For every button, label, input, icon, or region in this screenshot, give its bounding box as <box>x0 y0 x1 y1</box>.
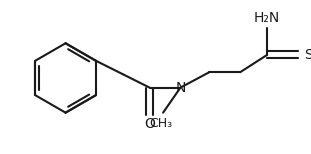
Text: S: S <box>304 48 311 62</box>
Text: CH₃: CH₃ <box>150 117 173 130</box>
Text: O: O <box>144 118 155 132</box>
Text: N: N <box>175 81 186 95</box>
Text: H₂N: H₂N <box>254 11 280 25</box>
